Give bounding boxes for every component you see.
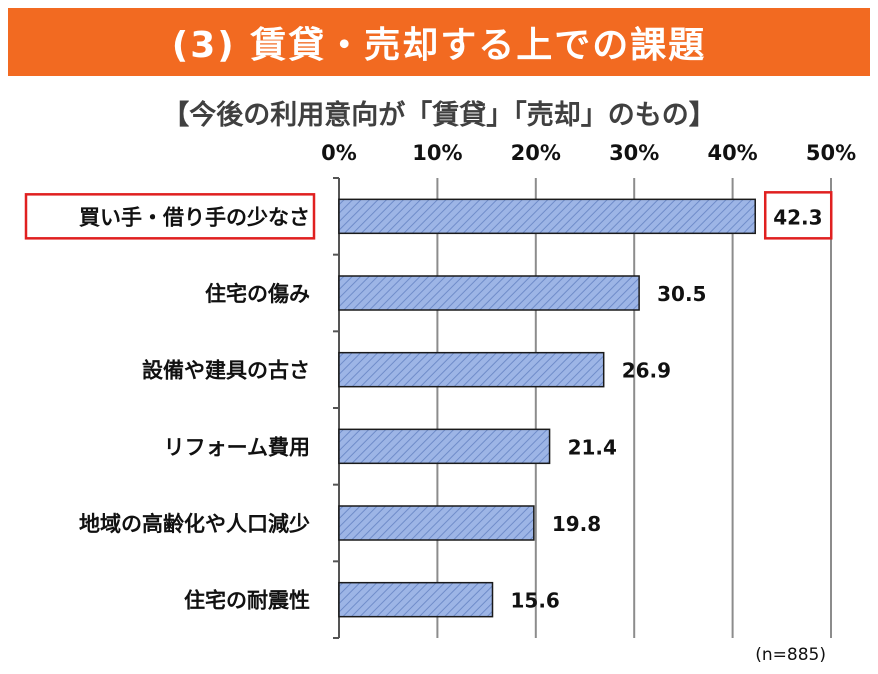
banner-title: (3) 賃貸・売却する上での課題 <box>171 25 707 66</box>
x-tick-label: 0% <box>321 141 357 165</box>
x-tick-label: 50% <box>806 141 856 165</box>
bar <box>338 198 756 235</box>
x-tick-label: 30% <box>609 141 659 165</box>
x-tick-label: 20% <box>511 141 561 165</box>
sample-size-note: (n=885) <box>755 645 826 665</box>
x-tick-label: 10% <box>412 141 462 165</box>
category-label: 住宅の耐震性 <box>184 589 310 613</box>
data-label: 26.9 <box>622 359 671 383</box>
value-highlight-box <box>763 191 833 240</box>
title-banner: (3) 賃貸・売却する上での課題 <box>8 8 870 76</box>
bar <box>338 428 551 465</box>
bar <box>338 275 640 311</box>
category-label: 買い手・借り手の少なさ <box>79 205 310 229</box>
x-tick-label: 40% <box>707 141 757 165</box>
data-label: 19.8 <box>552 512 601 536</box>
bar <box>338 505 535 541</box>
category-label: 設備や建具の古さ <box>142 359 310 383</box>
category-label: 住宅の傷み <box>205 282 310 306</box>
bar <box>338 351 605 388</box>
data-label: 30.5 <box>657 282 706 306</box>
data-label: 42.3 <box>773 205 822 229</box>
data-label: 21.4 <box>568 435 617 459</box>
bar <box>338 581 494 618</box>
category-label: リフォーム費用 <box>164 435 310 459</box>
category-label: 地域の高齢化や人口減少 <box>79 512 310 536</box>
data-label: 15.6 <box>511 589 560 613</box>
chart-title: 【今後の利用意向が「賃貸」「売却」のもの】 <box>162 100 716 131</box>
category-highlight-box <box>24 193 316 240</box>
